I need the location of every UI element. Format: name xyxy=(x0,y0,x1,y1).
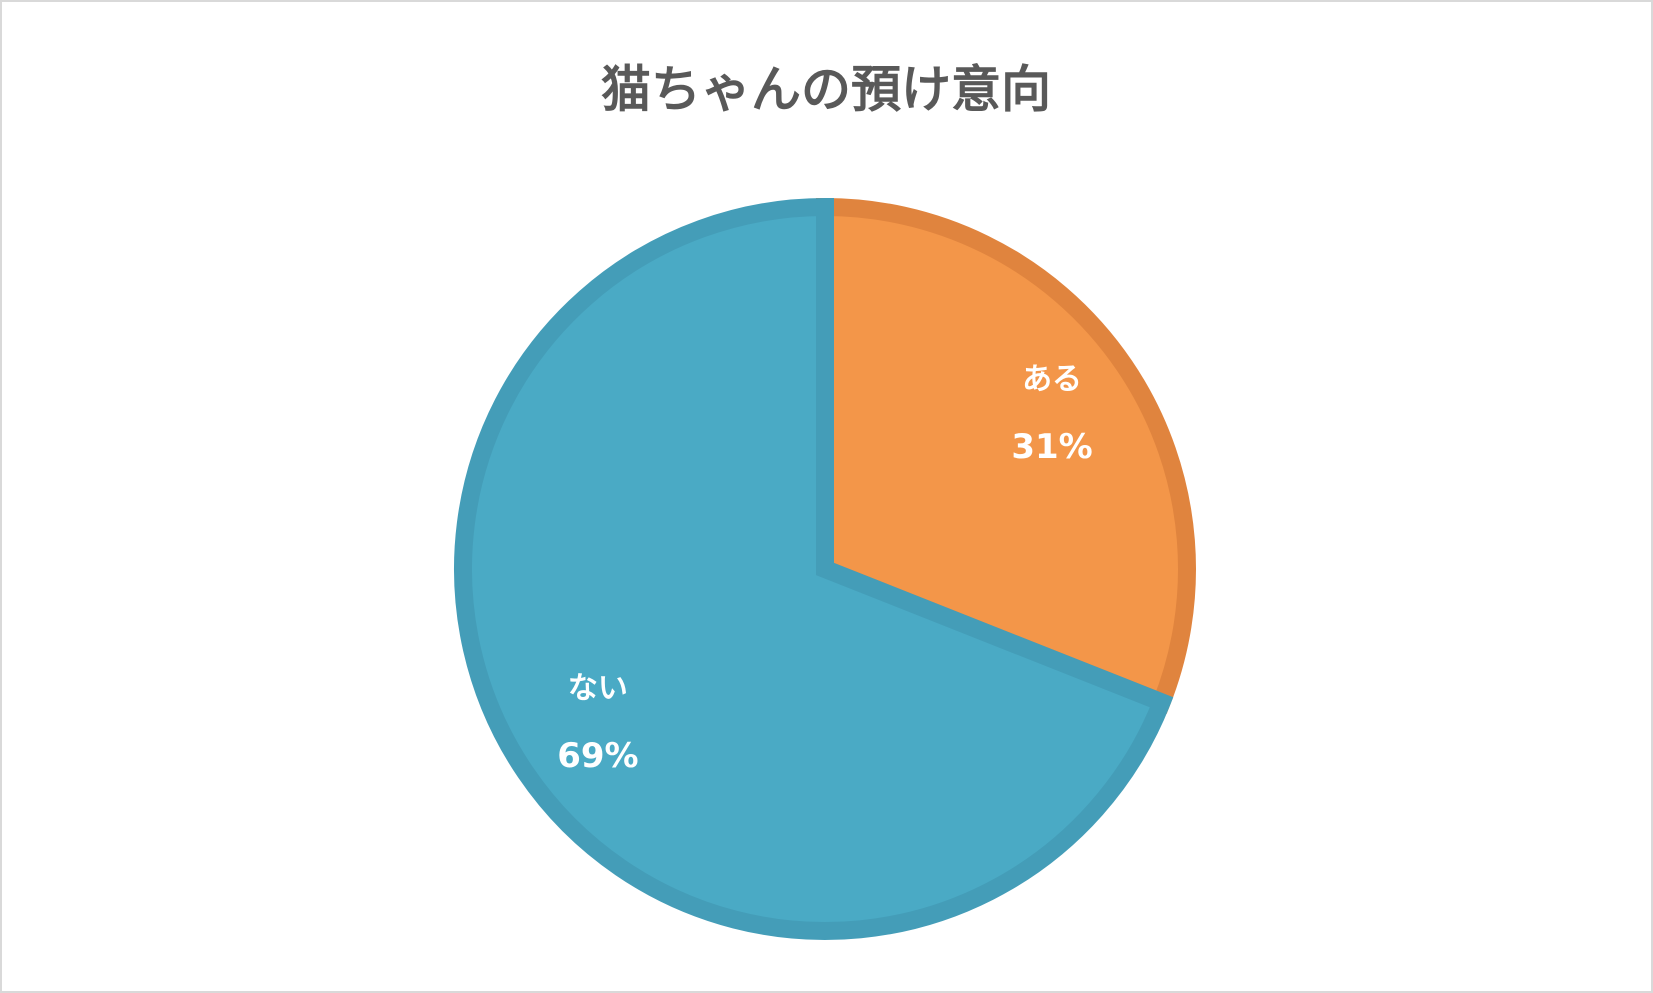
chart-title: 猫ちゃんの預け意向 xyxy=(601,61,1051,119)
pie-slice xyxy=(816,197,1196,714)
slice-category-label: ある xyxy=(1022,362,1082,397)
slice-value-label: 69% xyxy=(557,736,638,776)
slice-value-label: 31% xyxy=(1011,427,1092,467)
slice-category-label: ない xyxy=(568,671,628,706)
pie-slice xyxy=(454,197,1174,940)
